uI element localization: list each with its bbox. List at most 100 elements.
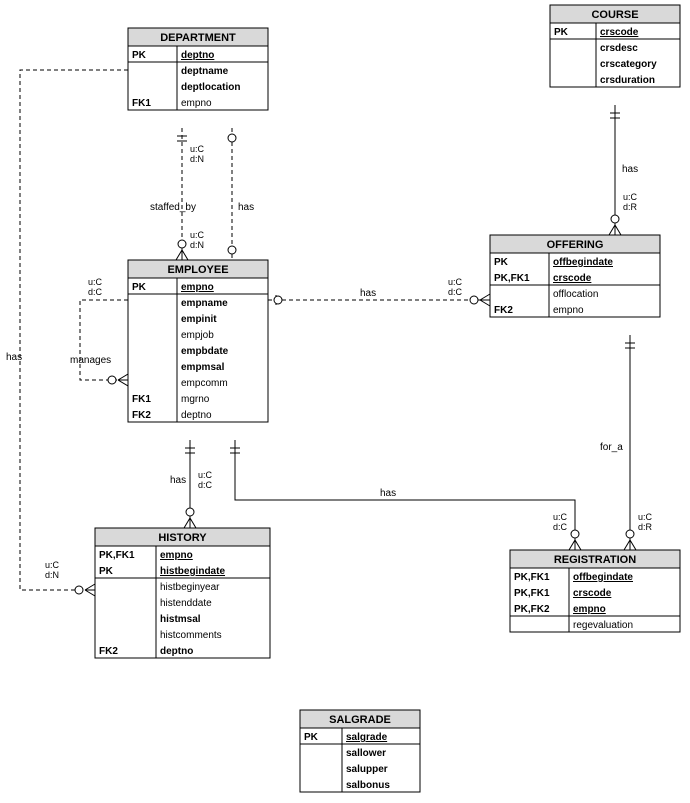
pk-label: PK,FK1 [514,588,550,599]
attr-name: salbonus [346,780,390,791]
attr-name: empbdate [181,346,229,357]
attr-name: histcomments [160,630,222,641]
attr-name: offlocation [553,289,598,300]
pk-label: PK [132,282,147,293]
cardinality: d:R [638,522,653,532]
attr-name: empno [160,550,193,561]
attr-name: histbeginyear [160,582,220,593]
rel-label: staffed_by [150,202,196,213]
attr-name: deptname [181,66,229,77]
entity-title: DEPARTMENT [160,32,236,44]
cardinality: u:C [198,470,213,480]
pk-label: FK1 [132,394,151,405]
entity-title: COURSE [591,9,638,21]
rel-label: has [238,202,254,213]
entity-title: HISTORY [158,532,207,544]
rel-dept_staffedby_emp: staffed_byu:Cd:Nu:Cd:N [150,128,205,260]
er-diagram: staffed_byu:Cd:Nu:Cd:Nhashasu:Cd:Rhasu:C… [0,0,690,803]
cardinality: d:R [623,202,638,212]
pk-label: FK2 [132,410,151,421]
cardinality: d:C [553,522,568,532]
cardinality: u:C [45,560,60,570]
cardinality: u:C [190,230,205,240]
pk-label: PK,FK1 [514,572,550,583]
pk-label: PK [304,732,319,743]
cardinality: u:C [638,512,653,522]
rel-emp_has_offering: has u:Cd:C [268,277,490,306]
pk-label: PK [99,566,114,577]
entity-registration: REGISTRATION PK,FK1 offbegindate PK,FK1 crsc… [510,550,680,632]
rel-label: has [170,475,186,486]
entity-title: EMPLOYEE [167,264,228,276]
rel-label: has [360,288,376,299]
attr-name: offbegindate [553,257,613,268]
pk-label: FK1 [132,98,151,109]
cardinality: d:C [198,480,213,490]
rel-label: has [622,164,638,175]
attr-name: empno [553,305,584,316]
rel-offering_fora_registration: for_a u:Cd:R [600,335,653,550]
attr-name: deptno [181,410,212,421]
pk-label: PK [494,257,509,268]
attr-name: mgrno [181,394,210,405]
cardinality: d:C [88,287,103,297]
pk-label: PK [132,50,147,61]
pk-label: FK2 [494,305,513,316]
entity-course: COURSE PK crscode crsdesc crscategory crsdura… [550,5,680,87]
attr-name: crscode [600,27,639,38]
pk-label: PK,FK1 [99,550,135,561]
rel-label: has [380,488,396,499]
attr-name: deptlocation [181,82,240,93]
rel-course_has_offering: has u:Cd:R [609,105,638,235]
attr-name: empjob [181,330,214,341]
attr-name: salgrade [346,732,388,743]
cardinality: u:C [448,277,463,287]
attr-name: histenddate [160,598,212,609]
pk-label: FK2 [99,646,118,657]
entity-salgrade: SALGRADE PK salgrade sallower salupper salbon… [300,710,420,792]
cardinality: u:C [623,192,638,202]
cardinality: d:N [45,570,59,580]
attr-name: crscode [553,273,592,284]
attr-name: histmsal [160,614,201,625]
rel-dept_has_emp: has [228,128,254,260]
attr-name: sallower [346,748,386,759]
rel-dept_has_history: has u:Cd:N [6,65,141,596]
entity-title: SALGRADE [329,714,391,726]
cardinality: u:C [190,144,205,154]
attr-name: crscategory [600,59,657,70]
attr-name: deptno [181,50,214,61]
entity-title: OFFERING [547,239,604,251]
rel-label: for_a [600,442,623,453]
attr-name: crsduration [600,75,655,86]
attr-name: empno [181,98,212,109]
entity-offering: OFFERING PK offbegindate PK,FK1 crscode offlo… [490,235,660,317]
entity-department: DEPARTMENT PK deptno deptname deptlocation FK… [128,28,268,110]
cardinality: d:N [190,240,204,250]
attr-name: salupper [346,764,388,775]
attr-name: regevaluation [573,620,633,631]
pk-label: PK [554,27,569,38]
attr-name: empmsal [181,362,225,373]
attr-name: crsdesc [600,43,638,54]
pk-label: PK,FK2 [514,604,550,615]
rel-label: manages [70,355,111,366]
entity-employee: EMPLOYEE PK empno empname empinit empjob empbd… [128,260,268,422]
cardinality: d:N [190,154,204,164]
entity-history: HISTORY PK,FK1 empno PK histbegindate histbeg… [95,528,270,658]
cardinality: d:C [448,287,463,297]
attr-name: empno [181,282,214,293]
attr-name: empno [573,604,606,615]
attr-name: offbegindate [573,572,633,583]
rel-emp_has_registration: has u:Cd:C [230,440,581,550]
pk-label: PK,FK1 [494,273,530,284]
attr-name: empname [181,298,228,309]
attr-name: empinit [181,314,217,325]
rel-emp_has_history: has u:Cd:C [170,440,213,528]
cardinality: u:C [553,512,568,522]
entity-title: REGISTRATION [554,554,636,566]
attr-name: empcomm [181,378,228,389]
attr-name: crscode [573,588,612,599]
attr-name: histbegindate [160,566,225,577]
rel-label: has [6,352,22,363]
